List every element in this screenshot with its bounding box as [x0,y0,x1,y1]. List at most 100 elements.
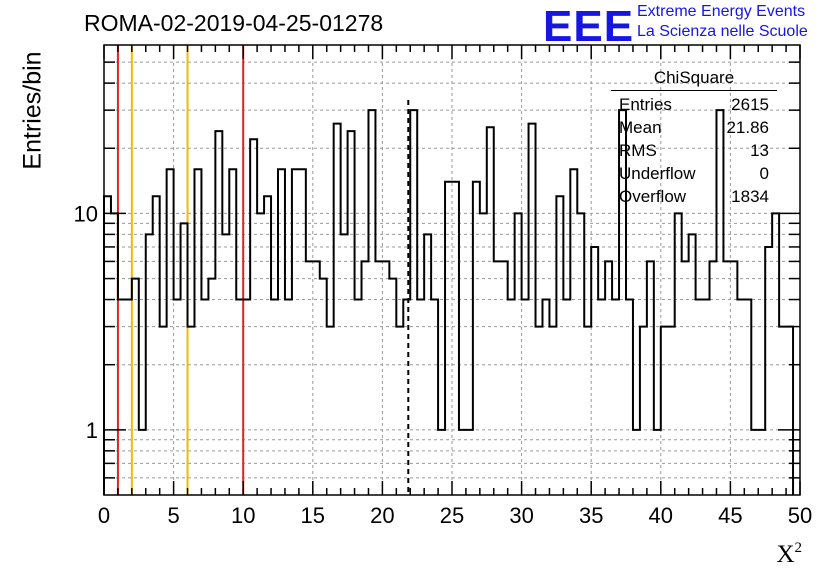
histogram-bin [243,300,250,495]
histogram-bin [201,300,208,495]
histogram-bin [285,300,292,495]
histogram-bin [668,327,675,495]
histogram-bin [292,169,299,495]
logo-line-1: Extreme Energy Events [637,3,806,20]
x-tick-label: 15 [301,503,325,528]
histogram-bin [431,300,438,495]
histogram-bin [320,279,327,495]
histogram-bin [382,261,389,495]
histogram-bin [703,300,710,495]
stats-row-overflow: Overflow 1834 [611,185,777,208]
histogram-series [103,109,795,495]
stats-value: 2615 [731,95,769,114]
histogram-bin [167,169,174,495]
stats-key: Entries [619,95,672,114]
histogram-bin [396,327,403,495]
histogram-bin [772,213,779,495]
histogram-bin [765,247,772,495]
y-tick-label: 1 [86,418,98,443]
stats-key: Overflow [619,187,687,206]
stats-title: ChiSquare [611,68,777,91]
histogram-bin [563,300,570,495]
stats-value: 13 [750,141,769,160]
histogram-bin [508,300,515,495]
stats-key: RMS [619,141,657,160]
x-tick-label: 20 [370,503,394,528]
histogram-bin [160,327,167,495]
x-tick-label: 30 [509,503,533,528]
stats-key: Mean [619,118,662,137]
histogram-bin [153,196,160,495]
histogram-bin [584,327,591,495]
axes [103,44,801,496]
histogram-bin [744,300,751,495]
x-tick-label: 50 [788,503,812,528]
x-tick-label: 35 [579,503,603,528]
x-tick-label: 0 [98,503,110,528]
histogram-bin [229,169,236,495]
stats-box: ChiSquare Entries 2615 Mean 21.86 RMS 13 Un… [611,68,777,208]
histogram-bin [591,247,598,495]
histogram-bin [208,279,215,495]
eee-logo: EEE [543,2,635,51]
histogram-bin [501,261,508,495]
histogram-bin [375,261,382,495]
x-tick-label: 40 [649,503,673,528]
histogram-bin [299,169,306,495]
x-tick-label: 45 [718,503,742,528]
histogram-bin [536,327,543,495]
vertical-markers [116,45,410,495]
histogram-bin [542,300,549,495]
chart-title: ROMA-02-2019-04-25-01278 [84,10,384,36]
stats-value: 0 [759,164,769,183]
histogram-bin [362,261,369,495]
histogram-bin [410,110,417,495]
histogram-bin [257,213,264,495]
histogram-line [103,109,795,495]
histogram-bin [522,300,529,495]
x-axis-label-text: X [776,541,795,568]
x-axis-label: X2 [776,540,802,569]
histogram-bin [675,213,682,495]
histogram-bin [786,327,793,495]
histogram-bin [730,261,737,495]
histogram-bin [577,213,584,495]
y-axis-label: Entries/bin [18,51,47,170]
histogram-bin [494,261,501,495]
x-tick-label: 5 [167,503,179,528]
histogram-bin [612,300,619,495]
stats-row-mean: Mean 21.86 [611,116,777,139]
histogram-bin [445,182,452,495]
histogram-bin [118,300,125,495]
histogram-bin [515,213,522,495]
histogram-bin [737,300,744,495]
stats-row-entries: Entries 2615 [611,93,777,116]
histogram-bin [640,327,647,495]
histogram-bin [250,139,257,495]
histogram-bin [236,300,243,495]
histogram-bin [194,169,201,495]
histogram-bin [598,300,605,495]
histogram-bin [188,327,195,495]
histogram-bin [779,327,786,495]
histogram-bin [181,223,188,495]
histogram-bin [174,300,181,495]
histogram-bin [696,300,703,495]
histogram-bin [215,131,222,495]
histogram-bin [570,169,577,495]
logo-line-2: La Scienza nelle Scuole [637,23,808,40]
stats-value: 21.86 [726,118,769,137]
tick-labels: 0 5 10 15 20 25 30 35 40 45 50 1 10 [74,201,813,528]
histogram-bin [111,213,118,495]
histogram-bin [132,279,139,495]
y-tick-label: 10 [74,201,98,226]
histogram-bin [368,110,375,495]
histogram-bin [556,196,563,495]
grid-lines [104,45,800,495]
stats-row-underflow: Underflow 0 [611,162,777,185]
stats-value: 1834 [731,187,769,206]
histogram-bin [417,300,424,495]
stats-row-rms: RMS 13 [611,139,777,162]
histogram-bin [327,327,334,495]
